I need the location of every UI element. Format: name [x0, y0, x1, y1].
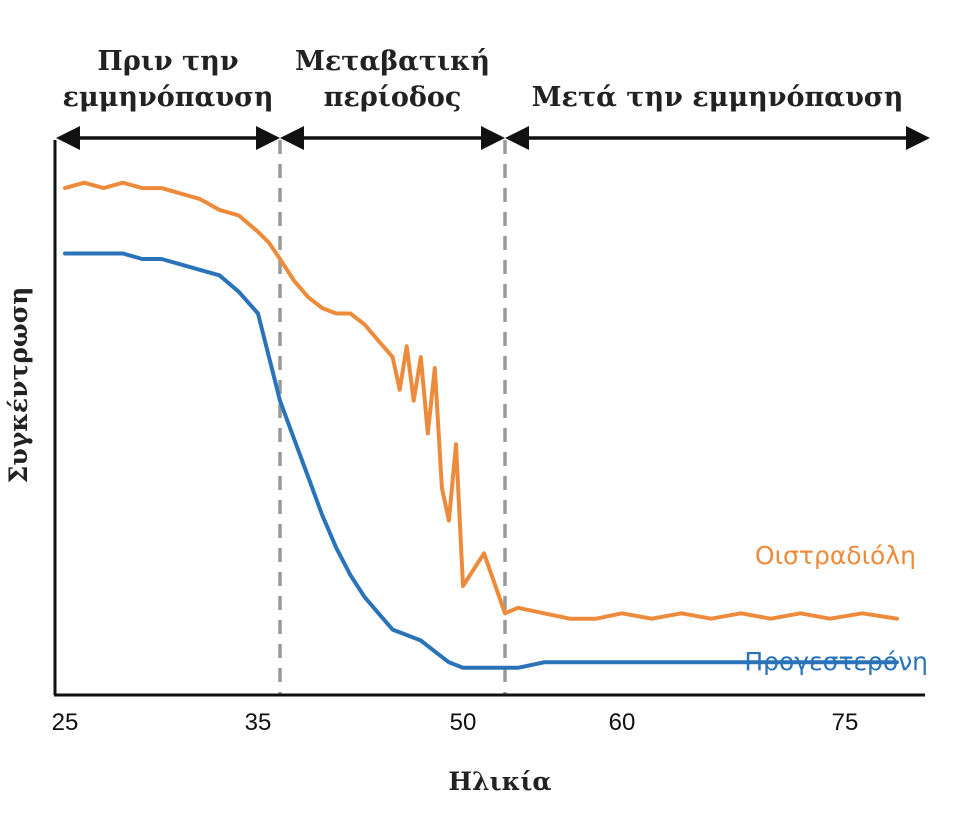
series-labels: Οιστραδιόλη Προγεστερόνη [744, 541, 928, 676]
phase-annotations: Πριν την εμμηνόπαυση Μεταβατική περίοδος Μετ… [56, 46, 930, 150]
series-label: Προγεστερόνη [744, 647, 928, 676]
phase-label: εμμηνόπαυση [62, 82, 273, 113]
y-axis-title: Συγκέντρωση [4, 287, 33, 484]
phase-arrow [280, 126, 505, 150]
phase-label: Πριν την [97, 46, 238, 77]
series-lines [63, 180, 899, 670]
axes [53, 140, 925, 697]
x-tick-label: 25 [52, 709, 79, 736]
phase-arrow [505, 126, 930, 150]
series-line [63, 180, 899, 621]
x-axis-title: Ηλικία [448, 767, 551, 796]
phase-label: Μετά την εμμηνόπαυση [532, 82, 904, 113]
phase-dividers [278, 140, 507, 695]
series-line [63, 251, 899, 670]
x-tick-label: 50 [450, 709, 477, 736]
x-tick-labels: 25 35 50 60 75 [52, 709, 859, 736]
x-tick-label: 35 [245, 709, 272, 736]
series-label: Οιστραδιόλη [755, 541, 916, 570]
phase-label: περίοδος [324, 82, 462, 113]
phase-label: Μεταβατική [295, 46, 490, 77]
phase-arrow [56, 126, 280, 150]
x-tick-label: 75 [832, 709, 859, 736]
x-tick-label: 60 [609, 709, 636, 736]
